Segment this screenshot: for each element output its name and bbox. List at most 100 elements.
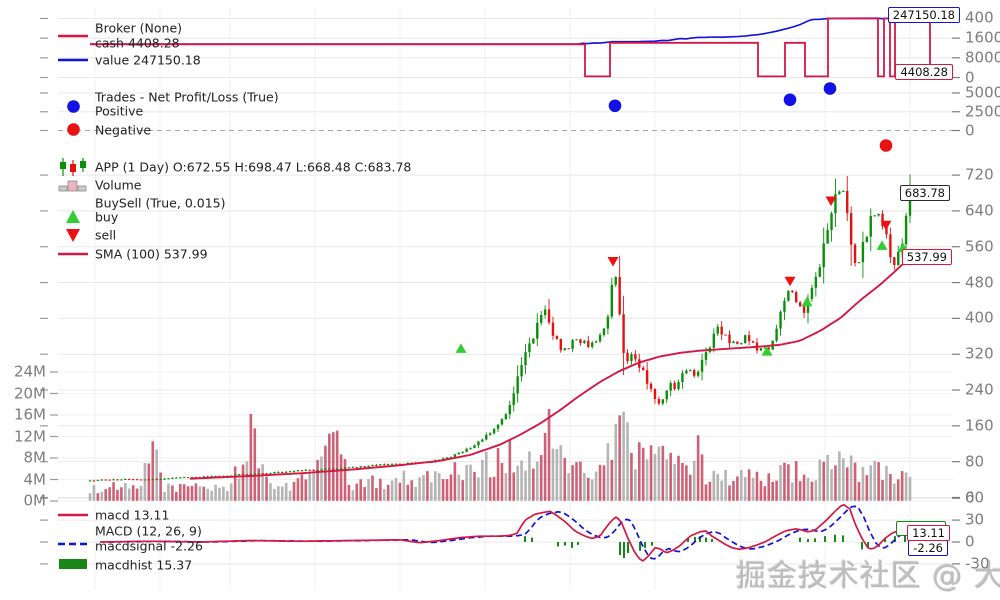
volume-bar [775, 480, 778, 501]
volume-bar [645, 459, 649, 501]
volume-bar [210, 490, 213, 501]
volume-bar [477, 477, 480, 501]
macd-legend-params: MACD (12, 26, 9) [95, 523, 202, 539]
candle-body [591, 342, 594, 347]
candle-body [304, 469, 307, 471]
candle-body [853, 244, 857, 263]
volume-bar [492, 476, 496, 501]
volume-bar [669, 452, 672, 501]
candle-body [206, 476, 209, 478]
candle-body [822, 243, 825, 268]
candle-body [740, 343, 743, 345]
macdhist-bar [687, 538, 689, 542]
volume-bar [704, 484, 708, 501]
candle-body [316, 470, 319, 472]
candle-body [324, 468, 327, 470]
volume-bar [865, 475, 869, 501]
candle-body [167, 478, 170, 480]
candle-body [849, 213, 853, 245]
volume-bar [842, 458, 845, 501]
volume-bar [532, 468, 535, 501]
macdhist-bar [564, 542, 566, 546]
volume-bar [822, 461, 825, 501]
volume-bar [767, 473, 771, 501]
volume-bar [292, 481, 296, 501]
candle-body [159, 478, 162, 480]
volume-bar [755, 471, 759, 501]
trades-legend-positive: Positive [95, 103, 144, 119]
volume-bar [889, 474, 892, 501]
candle-body [885, 226, 888, 235]
volume-bar [700, 454, 704, 501]
value-line [90, 15, 936, 45]
volume-bar [186, 486, 190, 501]
volume-bar [445, 479, 449, 501]
volume-bar [143, 462, 147, 501]
volume-bar [783, 462, 786, 501]
candle-body [124, 478, 127, 480]
candle-body [524, 352, 527, 366]
watermark: 掘金技术社区 @ 大风 [736, 559, 1000, 594]
candle-body [202, 476, 205, 478]
volume-bar [386, 484, 390, 501]
volume-bar [826, 454, 829, 501]
volume-bar [147, 463, 151, 501]
candle-body [869, 216, 872, 237]
candle-body [485, 434, 488, 440]
candle-body [488, 433, 492, 435]
volume-bar [806, 477, 810, 501]
volume-bar [320, 456, 323, 501]
candle-body [669, 383, 672, 391]
cash-line [90, 17, 938, 78]
volume-bar [586, 477, 590, 501]
volume-bar [237, 478, 241, 501]
volume-bar [637, 442, 641, 501]
candle-body [379, 464, 382, 466]
macdhist-bar [834, 534, 836, 542]
volume-bar [371, 475, 374, 501]
candle-body [645, 370, 649, 384]
candle-body [642, 367, 645, 371]
candle-body [716, 326, 719, 334]
volume-bar [226, 491, 229, 501]
candle-body [265, 473, 268, 475]
macdhist-bar [867, 542, 869, 548]
volume-bar [579, 461, 582, 501]
candle-body [288, 471, 292, 473]
candle-body [598, 335, 602, 342]
volume-bar [190, 486, 194, 501]
main-legend-buy: buy [95, 209, 119, 225]
candle-body [767, 347, 770, 350]
candle-body [445, 457, 449, 459]
volume-bar [787, 464, 790, 501]
volume-bar [732, 481, 735, 501]
volume-bar [194, 483, 198, 501]
candle-body [736, 341, 739, 344]
volume-bar [798, 481, 802, 501]
candle-body [343, 467, 347, 469]
candle-body [261, 473, 264, 475]
volume-bar [394, 477, 398, 501]
volume-bar [759, 480, 763, 501]
candle-body [826, 229, 829, 244]
volume-bar [618, 415, 621, 501]
volume-bar [410, 480, 414, 501]
sell-marker [784, 276, 796, 287]
candle-body [861, 242, 865, 263]
volume-bar [790, 482, 794, 501]
volume-bar [853, 462, 857, 501]
volume-bar [908, 476, 912, 501]
candle-body [763, 347, 767, 349]
candle-body [857, 262, 861, 264]
candle-body [449, 456, 453, 458]
candle-body [618, 277, 621, 315]
candle-body [257, 473, 260, 475]
volume-bar [496, 447, 500, 501]
volume-bar [328, 433, 331, 501]
candle-body [551, 322, 555, 336]
candle-body [308, 469, 311, 471]
candle-body [296, 470, 300, 472]
volume-bar [779, 465, 782, 501]
volume-bar [339, 454, 343, 501]
